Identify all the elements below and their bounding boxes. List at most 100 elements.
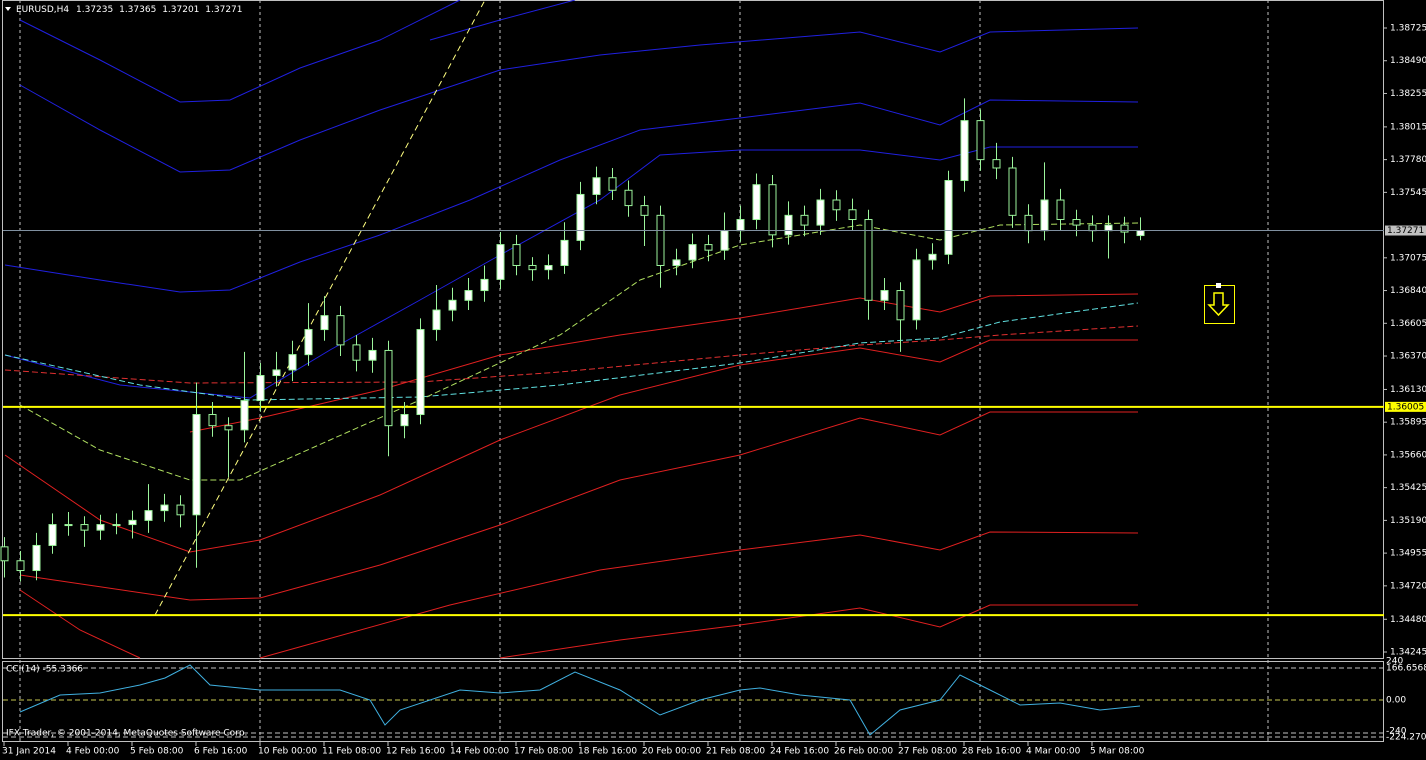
candle-body (720, 230, 729, 251)
candle-body (1104, 224, 1113, 232)
candle-body (976, 120, 985, 161)
header-triangle (5, 7, 11, 11)
band-line (4, 146, 1138, 399)
band-line (19, 589, 141, 659)
candle-body (592, 177, 601, 195)
x-tick-label: 18 Feb 16:00 (578, 747, 637, 757)
levels: 1.36005 (3, 401, 1426, 617)
x-tick-label: 28 Feb 16:00 (962, 747, 1021, 757)
trend-line (154, 0, 486, 616)
candle-body (208, 414, 217, 427)
candle-body (896, 290, 905, 321)
candle-body (304, 329, 313, 356)
candle-body (752, 184, 761, 221)
x-tick-label: 4 Mar 00:00 (1026, 747, 1081, 757)
x-tick-label: 11 Feb 08:00 (322, 747, 381, 757)
candle-body (864, 219, 873, 301)
candle-body (1088, 224, 1097, 232)
candle-body (288, 354, 297, 371)
y-tick-label: 1.36605 (1390, 319, 1426, 329)
band-line (19, 0, 461, 103)
chart-header: EURUSD,H4 1.37235 1.37365 1.37201 1.3727… (16, 5, 243, 15)
candle-body (528, 264, 537, 271)
candle-body (1136, 230, 1145, 237)
candle-body (96, 524, 105, 531)
candle-body (880, 290, 889, 301)
candle-body (240, 400, 249, 431)
y-tick-label: 1.38015 (1390, 122, 1426, 132)
candle-body (928, 253, 937, 261)
candle-body (1040, 199, 1049, 232)
band-line (429, 0, 576, 41)
main-panel-frame (2, 0, 1384, 659)
candle-body (1008, 167, 1017, 216)
cci-line (19, 664, 1141, 736)
candle-body (64, 524, 73, 527)
header-close: 1.37271 (205, 5, 242, 15)
candle-body (480, 278, 489, 292)
y-tick-label: 1.35660 (1390, 450, 1426, 460)
candle-body (784, 214, 793, 236)
candle-body (48, 524, 57, 546)
header-high: 1.37365 (119, 5, 156, 15)
candle-body (544, 264, 553, 271)
candle-body (320, 315, 329, 331)
candle-body (336, 315, 345, 346)
candle-body (272, 369, 281, 377)
band-line (4, 99, 1139, 293)
band-line (259, 531, 1139, 659)
candle-body (832, 199, 841, 211)
candle-body (400, 414, 409, 427)
candle-body (736, 219, 745, 232)
candle-body (160, 504, 169, 512)
indicator-label: CCI(14) -55.3366 (6, 665, 83, 675)
y-tick-label: 1.37075 (1390, 253, 1426, 263)
candle-body (624, 189, 633, 207)
candle-body (512, 244, 521, 266)
band-line (4, 339, 1138, 553)
candle-body (640, 205, 649, 216)
indicator-panel-frame (2, 661, 1384, 742)
candle-body (192, 414, 201, 516)
moving-averages (4, 222, 1139, 481)
candle-body (416, 329, 425, 416)
candle-body (224, 425, 233, 431)
chart-title: EURUSD,H4 (16, 5, 69, 15)
y-tick-label: 1.38255 (1390, 89, 1426, 99)
level-label-bg (1385, 401, 1426, 412)
x-tick-label: 14 Feb 00:00 (450, 747, 509, 757)
y-tick-label: 1.34955 (1390, 549, 1426, 559)
candle-body (800, 214, 809, 226)
ma-line (4, 302, 1139, 401)
candle-body (848, 209, 857, 221)
footer: IFX Trader, © 2001-2014, MetaQuotes Soft… (6, 729, 247, 739)
indicator-axis-label: -240 (1386, 727, 1407, 737)
candle-body (704, 244, 713, 251)
candle-body (1120, 224, 1129, 233)
indicator-axis-label: 0.00 (1386, 696, 1406, 706)
candle-body (384, 349, 393, 427)
indicator-axis-label: -224.2706 (1386, 733, 1426, 743)
candle-body (32, 544, 41, 572)
y-tick-label: 1.34720 (1390, 581, 1426, 591)
lower-bands (4, 293, 1139, 659)
candle-body (432, 309, 441, 331)
candle-body (816, 199, 825, 226)
candle-body (656, 214, 665, 266)
y-tick-label: 1.35895 (1390, 418, 1426, 428)
candle-body (960, 120, 969, 182)
candle-body (944, 180, 953, 255)
candle-body (448, 299, 457, 311)
candle-body (176, 504, 185, 516)
y-tick-label: 1.34480 (1390, 615, 1426, 625)
candle-body (912, 259, 921, 321)
x-tick-label: 5 Feb 08:00 (130, 747, 184, 757)
candle-body (368, 349, 377, 361)
x-tick-label: 6 Feb 16:00 (194, 747, 248, 757)
arrow-anchor (1216, 283, 1221, 288)
current-price-bg (1385, 225, 1426, 236)
candle-body (560, 239, 569, 266)
x-tick-label: 5 Mar 08:00 (1090, 747, 1145, 757)
candle-body (352, 344, 361, 361)
